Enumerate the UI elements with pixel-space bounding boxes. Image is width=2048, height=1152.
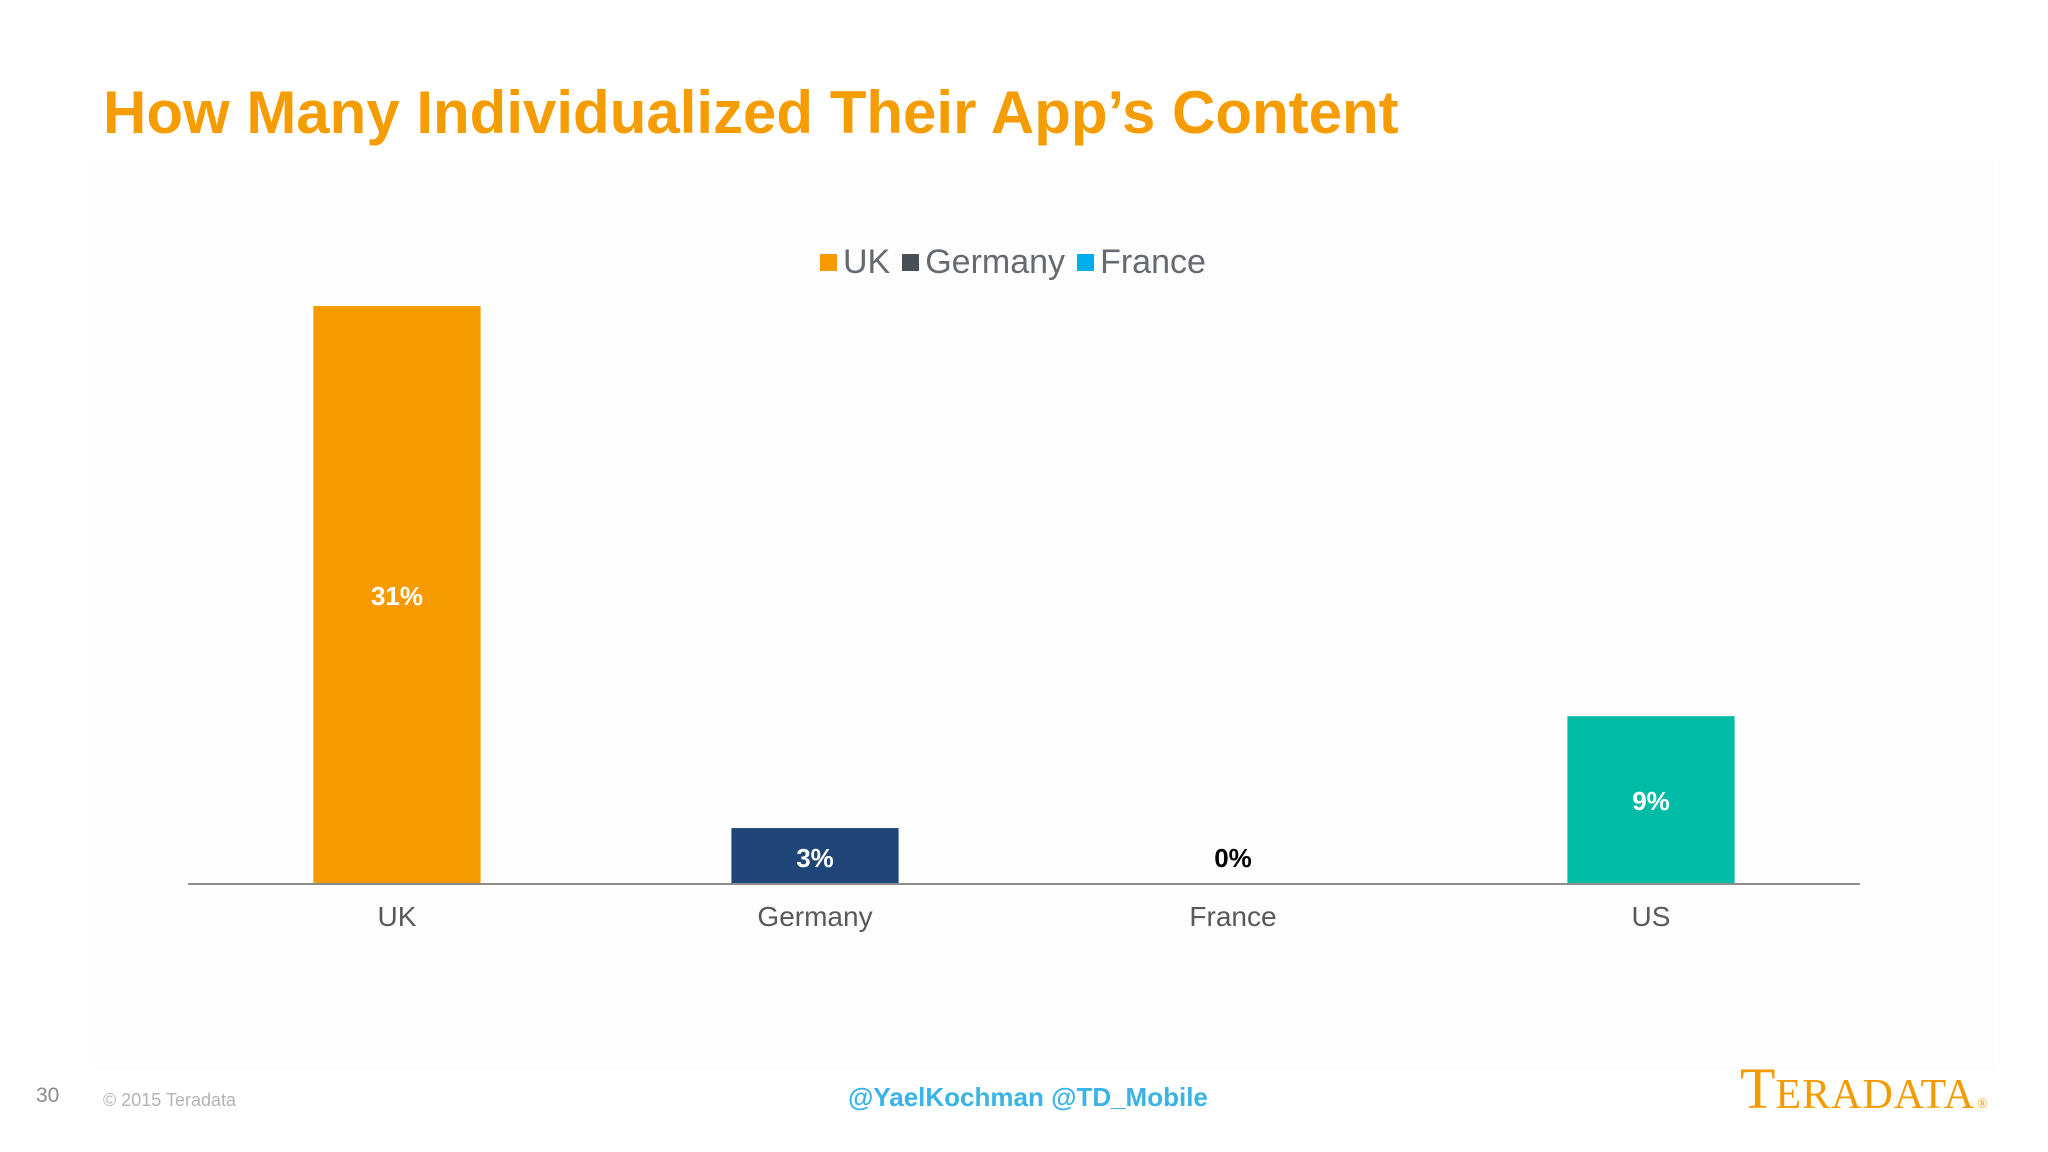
social-handles: @YaelKochman @TD_Mobile: [848, 1082, 1208, 1112]
data-label-uk: 31%: [371, 581, 423, 611]
slide-number: 30: [36, 1084, 60, 1107]
bar-germany: [731, 828, 899, 884]
slide-title: How Many Individualized Their App’s Cont…: [103, 79, 1399, 146]
x-tick-label-uk: UK: [378, 901, 417, 932]
data-label-france: 0%: [1214, 843, 1252, 873]
teradata-logo: T ERADATA ®: [1740, 1056, 1988, 1121]
legend-label-france: France: [1100, 242, 1206, 281]
legend-item-france: France: [1077, 243, 1206, 282]
legend-swatch-france: [1077, 253, 1095, 271]
data-label-germany: 3%: [796, 843, 834, 873]
copyright-text: © 2015 Teradata: [103, 1090, 237, 1110]
chart-legend: UK Germany France: [820, 240, 1206, 284]
x-tick-label-us: US: [1632, 901, 1671, 932]
legend-label-uk: UK: [843, 242, 891, 281]
x-tick-label-germany: Germany: [757, 901, 872, 932]
legend-item-germany: Germany: [902, 243, 1065, 282]
legend-label-germany: Germany: [925, 242, 1066, 281]
bar-us: [1567, 716, 1735, 884]
legend-swatch-germany: [902, 253, 920, 271]
logo-registered-mark: ®: [1977, 1097, 1988, 1112]
data-label-us: 9%: [1632, 786, 1670, 816]
logo-wordmark: ERADATA: [1775, 1072, 1976, 1118]
logo-initial: T: [1740, 1056, 1776, 1121]
legend-item-uk: UK: [820, 243, 890, 282]
bar-uk: [313, 306, 481, 884]
legend-swatch-uk: [820, 253, 837, 271]
x-tick-label-france: France: [1189, 901, 1276, 932]
